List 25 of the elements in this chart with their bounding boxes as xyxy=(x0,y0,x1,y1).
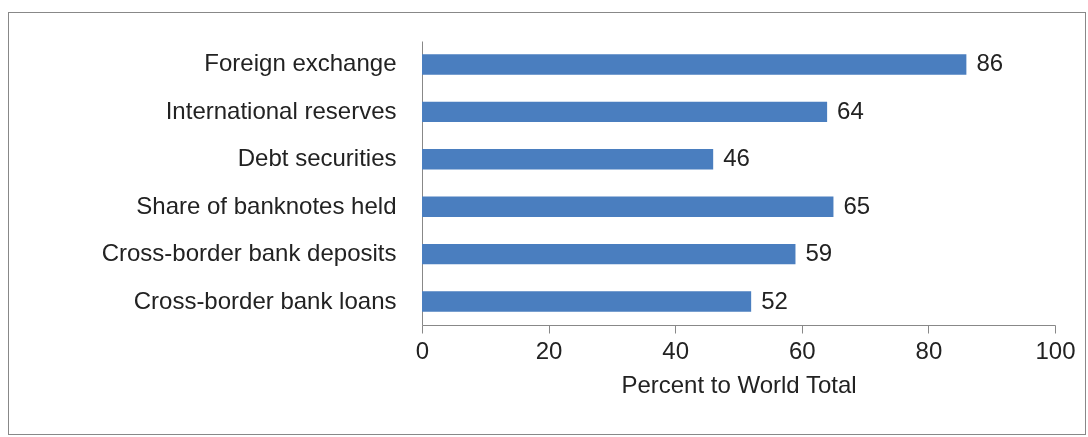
x-tick-label: 40 xyxy=(662,336,690,364)
bar xyxy=(422,101,828,123)
data-label: 59 xyxy=(805,239,833,267)
y-tick-label: Debt securities xyxy=(237,144,397,172)
y-tick-label: Cross-border bank loans xyxy=(133,286,397,314)
x-tick-label: 100 xyxy=(1035,336,1076,364)
data-label: 86 xyxy=(976,49,1004,77)
y-tick-label: Share of banknotes held xyxy=(136,191,397,219)
x-tick-label: 0 xyxy=(415,336,430,364)
data-label: 65 xyxy=(843,191,871,219)
x-tick-label: 20 xyxy=(535,336,563,364)
y-tick-label: Cross-border bank deposits xyxy=(101,239,397,267)
bar xyxy=(422,54,967,75)
x-tick-label: 80 xyxy=(915,336,943,364)
y-tick-label: International reserves xyxy=(165,96,397,124)
bar xyxy=(422,149,714,170)
y-tick-label: Foreign exchange xyxy=(204,49,397,77)
data-label: 46 xyxy=(723,144,750,172)
bar xyxy=(422,291,752,312)
x-axis-title: Percent to World Total xyxy=(621,370,857,398)
x-tick-label: 60 xyxy=(788,336,816,364)
bar xyxy=(422,196,834,217)
data-label: 64 xyxy=(837,96,864,124)
bar xyxy=(422,243,796,265)
data-label: 52 xyxy=(761,286,788,314)
